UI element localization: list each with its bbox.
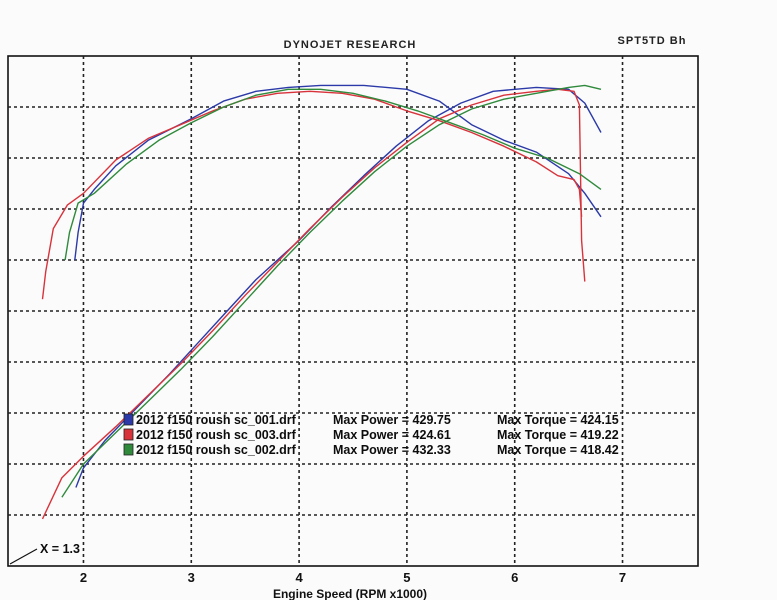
legend: 2012 f150 roush sc_001.drf Max Power = 42… bbox=[123, 413, 619, 457]
legend-max-torque: Max Torque = 418.42 bbox=[497, 443, 619, 457]
legend-swatch bbox=[123, 443, 134, 456]
corner-code: SPT5TD Bh bbox=[618, 35, 687, 47]
legend-series-name: 2012 f150 roush sc_002.drf bbox=[136, 443, 297, 457]
x-marker: X = 1.3 bbox=[9, 542, 80, 565]
series-3-torque-line bbox=[64, 88, 602, 261]
series-2-torque-line bbox=[41, 90, 583, 300]
legend-swatch bbox=[123, 413, 134, 426]
legend-series-name: 2012 f150 roush sc_003.drf bbox=[136, 428, 297, 442]
x-tick-label: 4 bbox=[295, 570, 303, 585]
x-tick-label: 6 bbox=[511, 570, 518, 585]
x-tick-labels: 2 3 4 5 6 7 bbox=[80, 570, 626, 585]
x-axis-label: Engine Speed (RPM x1000) bbox=[273, 587, 427, 600]
chart-title: DYNOJET RESEARCH bbox=[284, 39, 417, 51]
x-tick-label: 3 bbox=[188, 570, 195, 585]
legend-series-name: 2012 f150 roush sc_001.drf bbox=[136, 413, 297, 427]
plot-series bbox=[41, 84, 602, 520]
legend-max-power: Max Power = 432.33 bbox=[333, 443, 451, 457]
x-marker-label: X = 1.3 bbox=[40, 542, 80, 556]
plot-grid bbox=[7, 55, 699, 567]
series-3-power-line bbox=[61, 84, 602, 498]
x-tick-label: 7 bbox=[619, 570, 626, 585]
legend-max-power: Max Power = 429.75 bbox=[333, 413, 451, 427]
legend-max-power: Max Power = 424.61 bbox=[333, 428, 451, 442]
series-2-power-line bbox=[41, 88, 586, 520]
series-1-torque-line bbox=[74, 84, 602, 261]
x-tick-label: 5 bbox=[403, 570, 410, 585]
legend-swatch bbox=[123, 428, 134, 441]
x-tick-label: 2 bbox=[80, 570, 87, 585]
legend-max-torque: Max Torque = 419.22 bbox=[497, 428, 619, 442]
x-marker-pointer bbox=[9, 548, 38, 565]
legend-max-torque: Max Torque = 424.15 bbox=[497, 413, 619, 427]
